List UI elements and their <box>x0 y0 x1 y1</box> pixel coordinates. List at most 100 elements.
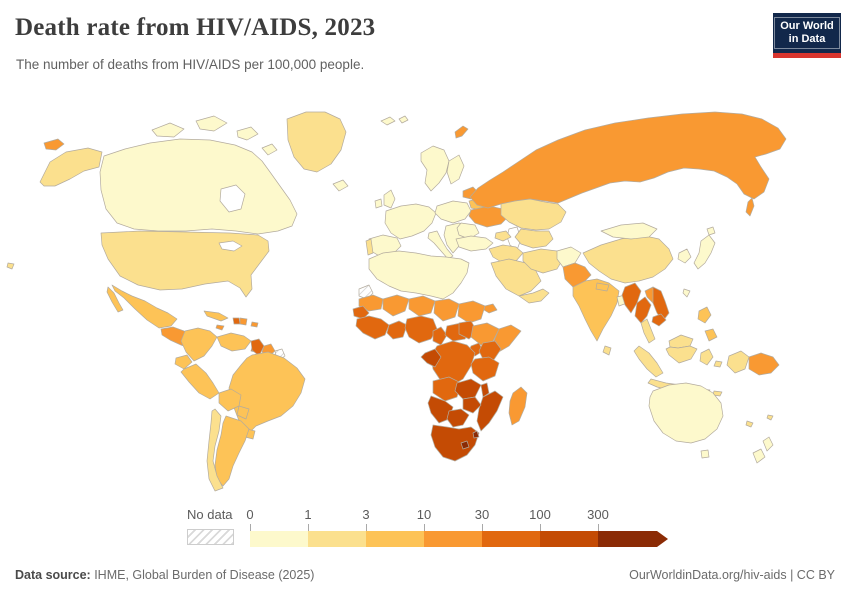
region-sulawesi[interactable] <box>699 348 714 366</box>
region-sudan[interactable] <box>457 300 486 324</box>
region-vietnam[interactable] <box>652 286 670 322</box>
legend-bin-100-300[interactable] <box>540 531 598 547</box>
region-west-papua[interactable] <box>726 350 750 374</box>
region-gabon-congo[interactable] <box>420 348 442 368</box>
region-portugal[interactable] <box>365 238 374 256</box>
legend-bin-300+[interactable] <box>598 531 668 547</box>
region-puerto-rico[interactable] <box>250 321 259 328</box>
region-taiwan[interactable] <box>682 288 691 298</box>
region-svalbard[interactable] <box>380 115 409 126</box>
region-canada-arctic-3[interactable] <box>236 126 259 141</box>
region-cuba[interactable] <box>203 310 229 322</box>
region-tanzania[interactable] <box>470 356 500 382</box>
region-chile[interactable] <box>206 408 224 492</box>
region-ireland[interactable] <box>374 198 383 209</box>
region-chukotka[interactable] <box>43 138 65 151</box>
region-nigeria[interactable] <box>404 315 438 344</box>
region-norway-sweden[interactable] <box>420 145 450 192</box>
region-guyana[interactable] <box>250 338 265 357</box>
region-thailand[interactable] <box>634 296 652 324</box>
region-fiji[interactable] <box>766 414 774 421</box>
region-sumatra[interactable] <box>633 345 664 378</box>
region-novaya-zemlya[interactable] <box>454 125 469 139</box>
region-west-europe[interactable] <box>384 203 437 240</box>
region-turkey[interactable] <box>455 235 494 252</box>
region-canada[interactable] <box>99 138 298 235</box>
region-central-asia[interactable] <box>514 228 554 249</box>
region-mali[interactable] <box>382 294 410 317</box>
region-eritrea[interactable] <box>483 303 498 314</box>
region-niger[interactable] <box>408 295 436 317</box>
region-japan[interactable] <box>693 226 716 270</box>
region-mexico[interactable] <box>106 284 178 329</box>
region-ghana-benin[interactable] <box>386 320 408 340</box>
legend-no-data[interactable]: No data <box>187 507 234 545</box>
region-botswana[interactable] <box>446 408 470 428</box>
region-pakistan[interactable] <box>562 262 592 288</box>
region-colombia[interactable] <box>180 327 218 362</box>
region-borneo-south[interactable] <box>665 345 698 364</box>
region-alaska[interactable] <box>39 147 103 187</box>
region-lesotho[interactable] <box>460 440 470 450</box>
region-eswatini[interactable] <box>472 430 480 439</box>
region-peru[interactable] <box>180 363 220 400</box>
region-iceland[interactable] <box>332 179 349 192</box>
legend-bin-0-1[interactable] <box>250 531 308 547</box>
legend-bin-30-100[interactable] <box>482 531 540 547</box>
region-mauritania[interactable] <box>358 294 384 312</box>
owid-link[interactable]: OurWorldinData.org/hiv-aids <box>629 568 787 582</box>
region-cameroon[interactable] <box>432 326 448 346</box>
region-caucasus[interactable] <box>494 230 512 242</box>
region-myanmar[interactable] <box>621 282 642 314</box>
region-ecuador[interactable] <box>174 354 193 370</box>
region-korea[interactable] <box>677 248 692 264</box>
region-madagascar[interactable] <box>508 386 528 426</box>
region-malay-peninsula[interactable] <box>640 318 656 344</box>
region-greenland[interactable] <box>286 111 347 173</box>
region-north-africa[interactable] <box>368 250 470 300</box>
region-usa[interactable] <box>100 230 270 298</box>
legend-bin-10-30[interactable] <box>424 531 482 547</box>
region-hawaii[interactable] <box>6 262 15 270</box>
region-canada-arctic-2[interactable] <box>195 115 228 132</box>
region-senegal[interactable] <box>352 305 370 320</box>
region-zimbabwe[interactable] <box>462 396 482 414</box>
region-india[interactable] <box>572 278 620 342</box>
region-finland[interactable] <box>446 154 465 185</box>
region-cambodia[interactable] <box>651 313 667 327</box>
region-jamaica[interactable] <box>215 324 225 331</box>
region-saudi-arabia[interactable] <box>490 258 542 297</box>
legend-bin-1-3[interactable] <box>308 531 366 547</box>
region-russia[interactable] <box>469 111 787 209</box>
region-namibia[interactable] <box>427 395 454 424</box>
region-uk[interactable] <box>383 189 396 209</box>
region-nepal[interactable] <box>595 282 610 292</box>
region-mozambique[interactable] <box>476 390 504 432</box>
region-tasmania[interactable] <box>700 449 710 459</box>
region-canada-arctic-1[interactable] <box>151 122 185 138</box>
region-paraguay[interactable] <box>236 405 250 420</box>
region-australia[interactable] <box>648 382 724 444</box>
legend-bin-3-10[interactable] <box>366 531 424 547</box>
region-haiti[interactable] <box>232 317 241 325</box>
region-papua-new-guinea[interactable] <box>748 352 780 376</box>
region-argentina[interactable] <box>214 415 250 487</box>
region-sakhalin[interactable] <box>745 197 755 217</box>
region-new-zealand[interactable] <box>752 436 774 464</box>
region-kazakhstan[interactable] <box>500 198 567 231</box>
region-philippines[interactable] <box>697 306 718 342</box>
region-china[interactable] <box>582 234 674 284</box>
region-venezuela[interactable] <box>216 332 252 352</box>
region-chad[interactable] <box>433 298 460 322</box>
region-angola[interactable] <box>432 376 462 402</box>
region-central-europe[interactable] <box>434 200 472 224</box>
region-iran[interactable] <box>522 248 564 274</box>
region-dominican-republic[interactable] <box>239 317 248 326</box>
region-maluku[interactable] <box>713 360 723 368</box>
region-canada-arctic-4[interactable] <box>261 143 278 156</box>
owid-logo[interactable]: Our World in Data <box>773 13 841 58</box>
region-guinea-coast[interactable] <box>355 315 390 340</box>
region-sri-lanka[interactable] <box>602 345 612 356</box>
no-data-swatch[interactable] <box>187 529 234 545</box>
region-malawi[interactable] <box>480 382 490 398</box>
